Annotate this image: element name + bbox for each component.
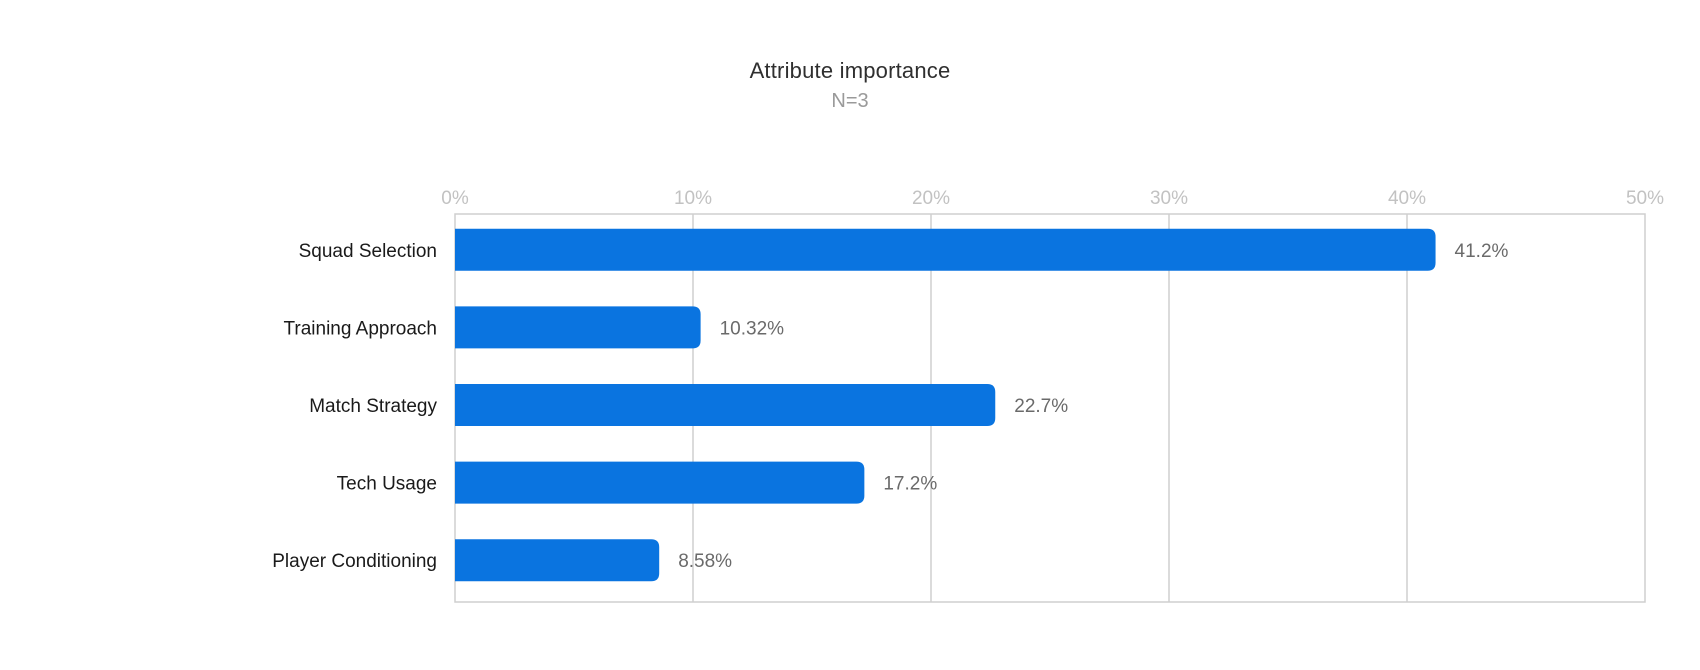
data-label: 10.32% [720,318,785,339]
chart-title: Attribute importance [749,58,951,83]
x-tick-label: 0% [441,188,469,209]
bar [455,384,996,426]
chart-header: Attribute importance N=3 [0,58,1700,113]
data-label: 22.7% [1014,396,1068,417]
category-label: Tech Usage [337,474,437,495]
category-label: Match Strategy [309,396,437,417]
bar [455,461,865,504]
category-label: Squad Selection [299,241,437,262]
labels-layer: Squad Selection 41.2% Training Approach 10.… [272,241,1508,572]
grid-layer: 0% 10% 20% 30% 40% 50% [441,188,1664,603]
bar [455,306,701,349]
bar [455,228,1436,271]
category-label: Training Approach [283,318,437,339]
bars-layer [455,228,1436,582]
x-tick-label: 10% [674,188,712,209]
data-label: 41.2% [1455,241,1509,262]
bar [455,539,660,582]
x-tick-label: 50% [1626,188,1664,209]
category-label: Player Conditioning [272,551,437,572]
chart-subtitle: N=3 [831,90,869,112]
data-label: 8.58% [678,551,732,572]
x-tick-label: 40% [1388,188,1426,209]
x-tick-label: 30% [1150,188,1188,209]
data-label: 17.2% [883,474,937,495]
x-tick-label: 20% [912,188,950,209]
